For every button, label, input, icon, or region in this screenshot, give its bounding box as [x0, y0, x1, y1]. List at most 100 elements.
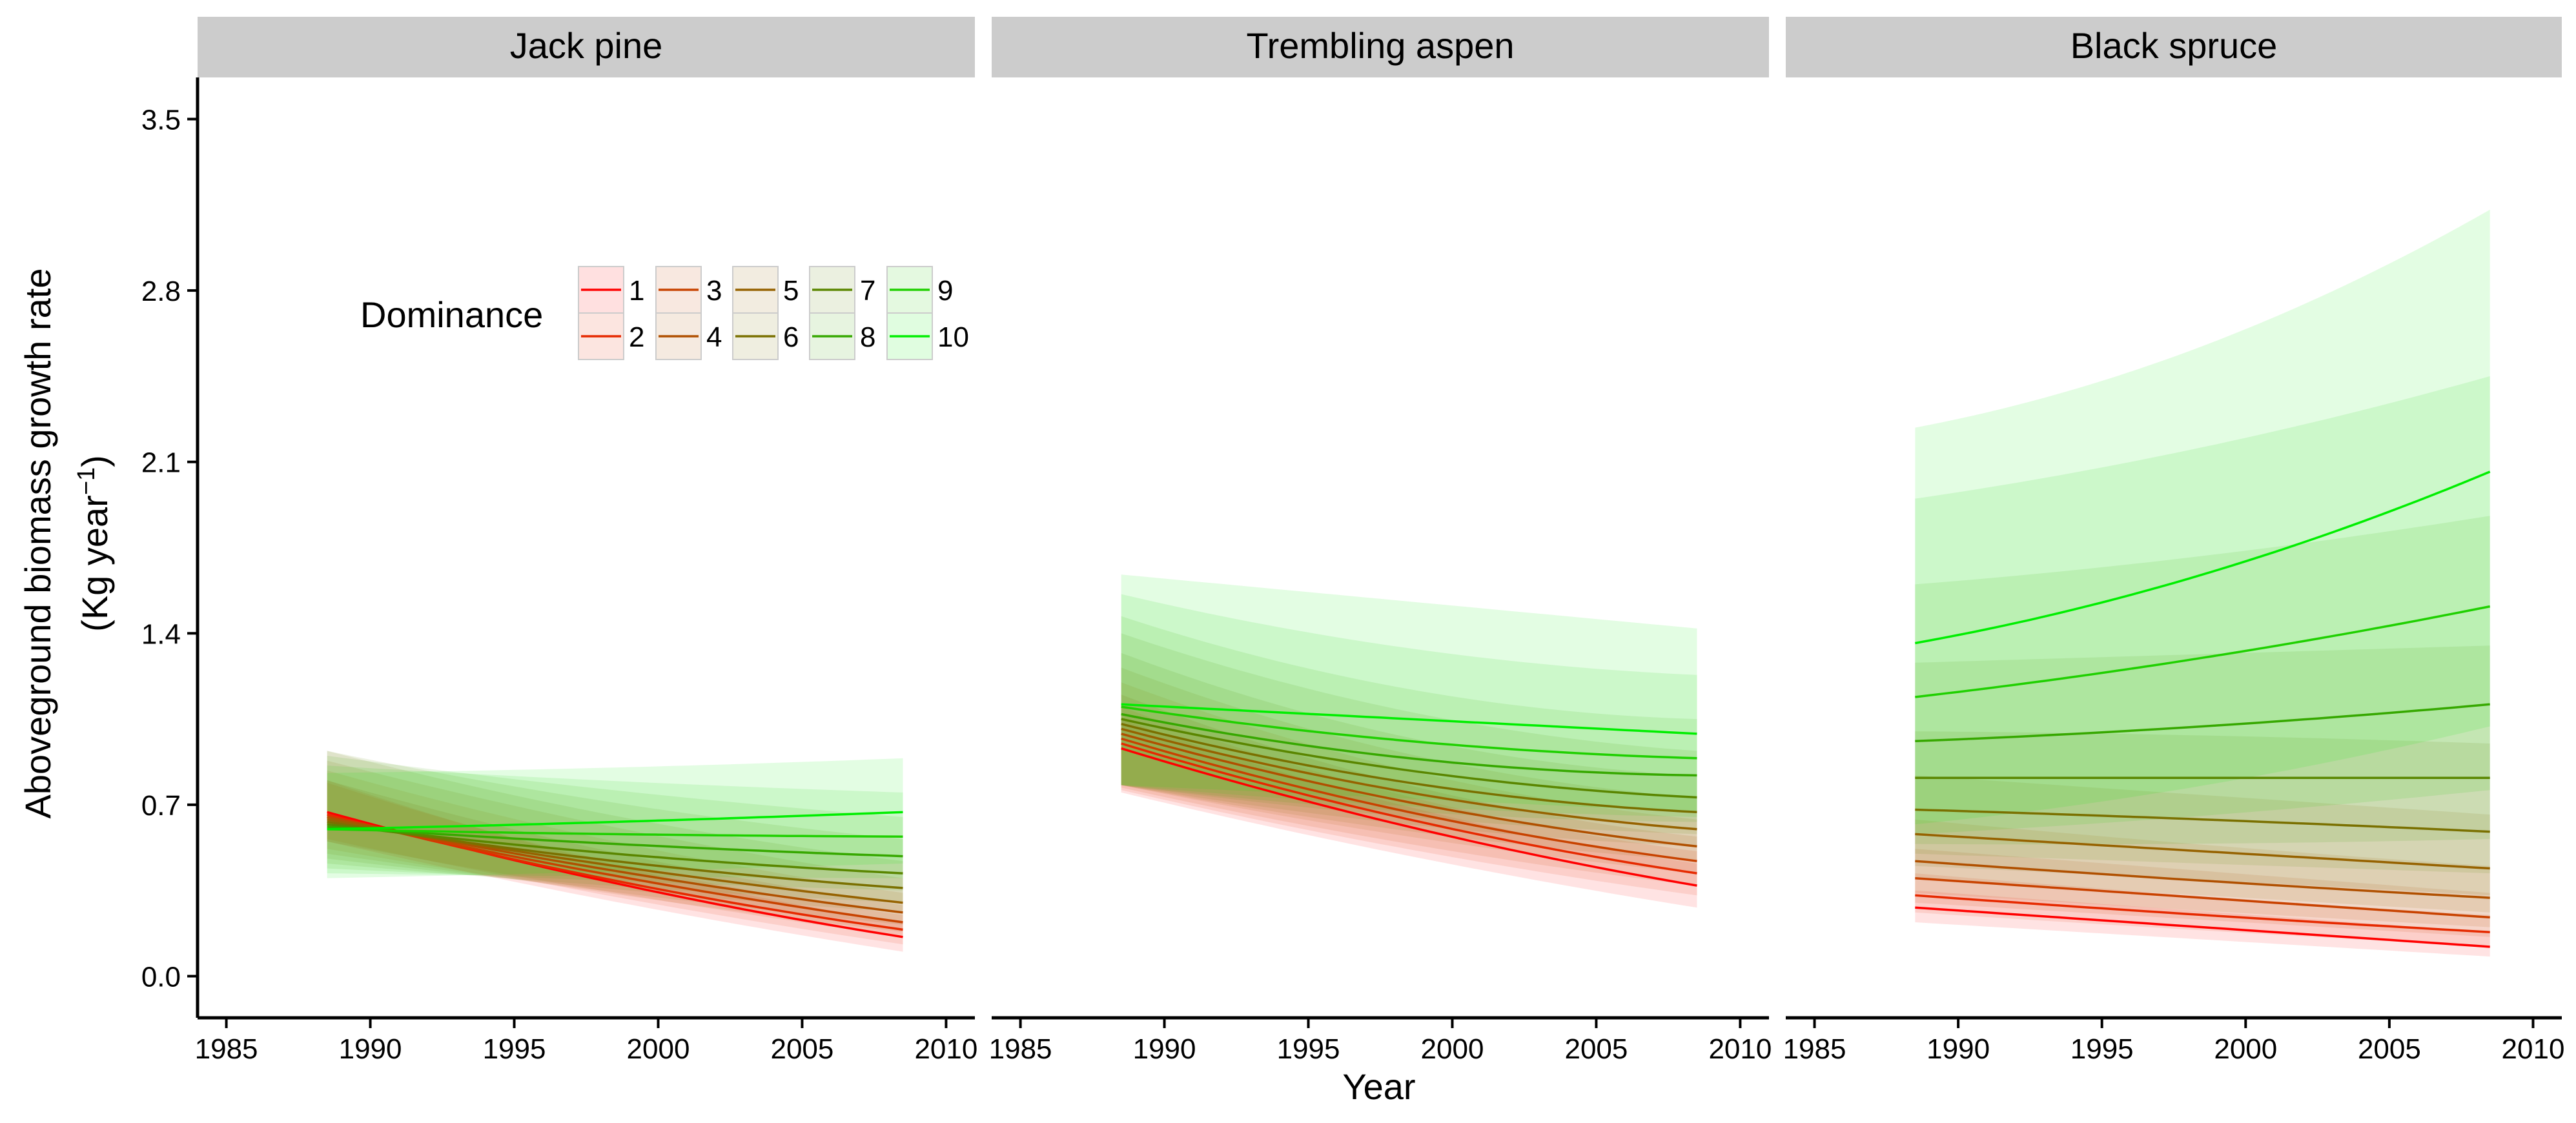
series-line — [327, 811, 903, 831]
x-tick-label: 2010 — [1708, 1033, 1772, 1065]
confidence-band — [327, 760, 903, 925]
series-line — [1121, 705, 1697, 760]
legend-entry: 4 — [655, 312, 722, 360]
confidence-band — [1915, 209, 2490, 825]
confidence-band — [1915, 645, 2490, 874]
confidence-band — [1915, 890, 2490, 957]
y-tick-label: 1.4 — [141, 618, 181, 650]
series-line — [1915, 876, 2490, 919]
x-tick-label: 2005 — [2358, 1033, 2421, 1065]
series-line — [1914, 470, 2491, 645]
legend-label: 9 — [937, 275, 953, 307]
x-tick-label: 1995 — [2070, 1033, 2134, 1065]
confidence-band — [1121, 694, 1697, 886]
y-tick-label: 3.5 — [141, 105, 181, 136]
y-axis-title-units: (Kg year−1) — [73, 455, 115, 632]
confidence-band — [1121, 682, 1697, 874]
confidence-band — [327, 770, 903, 933]
confidence-band — [1915, 775, 2490, 913]
series-line — [1121, 733, 1697, 848]
facet-strip — [198, 17, 975, 77]
y-axis: 0.0 0.7 1.4 2.1 2.8 3.5 — [141, 77, 199, 1018]
x-tick-label: 1990 — [1927, 1033, 1990, 1065]
series-line — [1915, 894, 2490, 933]
x-tick-label: 1995 — [1277, 1033, 1340, 1065]
confidence-band — [1915, 731, 2490, 896]
series-line — [1121, 747, 1697, 887]
series-line — [1121, 727, 1697, 831]
x-axis-title: Year — [1342, 1066, 1415, 1107]
series-line — [1121, 713, 1697, 777]
y-tick-label: 2.1 — [141, 447, 181, 479]
facet-strip — [1786, 17, 2562, 77]
series-line — [1121, 742, 1697, 875]
series-line — [327, 816, 903, 924]
legend: Dominance 1 2 3 4 5 6 7 8 9 10 — [360, 266, 969, 360]
facet-title: Black spruce — [2070, 25, 2278, 66]
x-tick-label: 2010 — [914, 1033, 977, 1065]
legend-label: 4 — [706, 321, 722, 353]
x-tick-label: 1985 — [1783, 1033, 1846, 1065]
legend-entry: 1 — [578, 266, 644, 314]
x-tick-label: 2000 — [627, 1033, 690, 1065]
series-line — [1915, 860, 2490, 899]
x-tick-label: 1985 — [195, 1033, 258, 1065]
y-axis-units-superscript: −1 — [73, 467, 100, 495]
confidence-band — [1915, 376, 2490, 835]
series-line — [1121, 723, 1697, 814]
legend-entry: 9 — [886, 266, 953, 314]
series-line — [1915, 605, 2491, 698]
facet-strip — [992, 17, 1769, 77]
x-tick-label: 2005 — [770, 1033, 833, 1065]
x-tick-label: 2010 — [2502, 1033, 2565, 1065]
y-axis-units-base: (Kg year — [74, 495, 115, 632]
legend-label: 8 — [860, 321, 875, 353]
series-line — [1915, 703, 2490, 742]
series-line — [1915, 906, 2490, 948]
series-line — [1121, 737, 1697, 862]
confidence-band — [1915, 516, 2490, 845]
x-tick-label: 1985 — [989, 1033, 1052, 1065]
y-axis-title: Aboveground biomass growth rate — [17, 268, 58, 819]
series-line — [327, 823, 903, 875]
y-axis-units-close: ) — [74, 455, 115, 467]
x-tick-label: 2000 — [1421, 1033, 1484, 1065]
confidence-band — [1121, 574, 1697, 813]
series-line — [327, 825, 903, 858]
legend-title: Dominance — [360, 294, 543, 335]
confidence-band — [1121, 719, 1697, 908]
facet-title: Trembling aspen — [1246, 25, 1514, 66]
x-tick-label: 1990 — [1133, 1033, 1196, 1065]
series-line — [1121, 703, 1697, 735]
confidence-band — [1121, 653, 1697, 847]
confidence-band — [327, 780, 903, 937]
confidence-band — [327, 756, 903, 891]
series-line — [1915, 833, 2490, 870]
series-line — [1121, 718, 1697, 799]
y-tick-label: 0.7 — [141, 790, 181, 822]
legend-label: 6 — [783, 321, 799, 353]
legend-label: 10 — [937, 321, 969, 353]
x-tick-label: 1990 — [339, 1033, 402, 1065]
series-line — [327, 828, 903, 838]
legend-entry: 5 — [732, 266, 799, 314]
panel: Black spruce 1985 1990 1995 2000 2005 2010 — [1783, 17, 2565, 1065]
y-tick-label: 2.8 — [141, 276, 181, 307]
legend-label: 5 — [783, 275, 799, 307]
facet-title: Jack pine — [510, 25, 663, 66]
legend-label: 3 — [706, 275, 722, 307]
confidence-band — [1915, 819, 2490, 927]
confidence-band — [1121, 594, 1697, 817]
legend-entry: 2 — [578, 312, 644, 360]
legend-entry: 3 — [655, 266, 722, 314]
legend-entry: 7 — [809, 266, 875, 314]
confidence-band — [327, 782, 903, 945]
x-tick-label: 1995 — [483, 1033, 546, 1065]
legend-label: 7 — [860, 275, 875, 307]
legend-entry: 8 — [809, 312, 875, 360]
confidence-band — [1915, 873, 2490, 947]
confidence-band — [327, 751, 903, 913]
